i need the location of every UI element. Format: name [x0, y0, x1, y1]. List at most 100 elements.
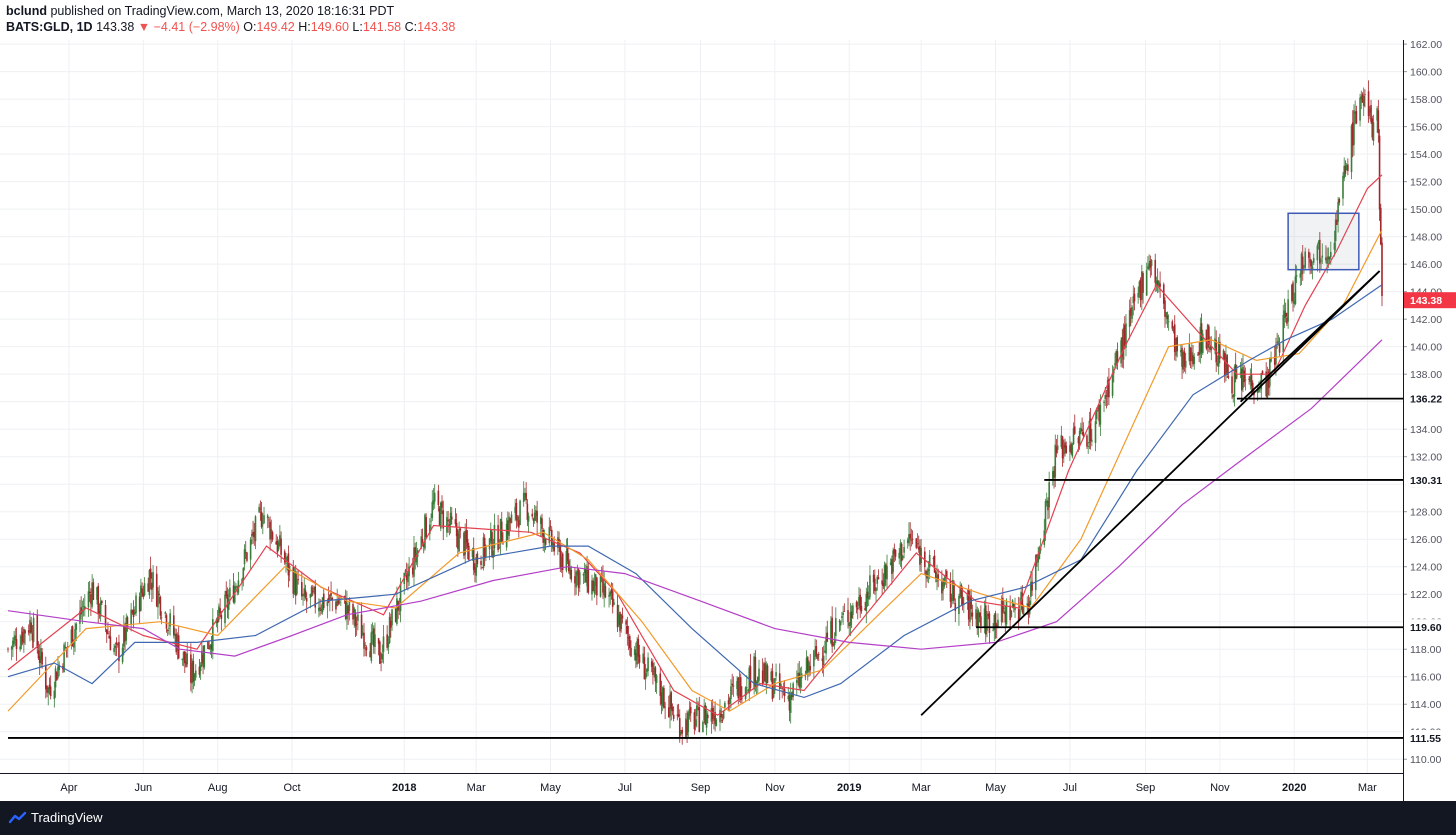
candle-body [910, 539, 913, 541]
candle-body [663, 688, 665, 708]
publish-timestamp: published on TradingView.com, March 13, … [50, 4, 395, 18]
candle-body [1256, 390, 1259, 394]
candle-body [1286, 317, 1288, 324]
candle-body [696, 705, 698, 717]
candle-body [798, 672, 801, 688]
candle-body [984, 605, 987, 635]
candle-body [892, 550, 894, 573]
candle-body [438, 508, 441, 526]
price-chart[interactable]: 110.00112.00114.00116.00118.00120.00122.… [0, 40, 1456, 801]
candle-body [932, 558, 935, 559]
candle-body [1282, 314, 1285, 353]
candle-body [535, 510, 537, 516]
ohlc-legend: BATS:GLD, 1D 143.38 ▼ −4.41 (−2.98%) O:1… [6, 20, 455, 34]
candle-body [493, 524, 496, 549]
y-tick-label: 142.00 [1410, 314, 1442, 326]
author-name[interactable]: bclund [6, 4, 47, 18]
candle-body [1166, 315, 1169, 320]
candle-body [1014, 607, 1016, 611]
candle-body [149, 568, 152, 579]
candle-body [199, 665, 202, 671]
candle-body [53, 690, 56, 699]
tradingview-logo-icon[interactable] [8, 811, 28, 825]
candle-body [576, 571, 579, 576]
candle-body [201, 650, 203, 666]
candle-body [672, 714, 675, 719]
candle-body [360, 614, 363, 639]
candle-body [23, 628, 25, 644]
candle-body [243, 549, 246, 565]
candle-body [881, 580, 883, 585]
candle-body [115, 641, 118, 645]
candle-body [246, 552, 248, 561]
candle-body [608, 595, 610, 597]
candle-body [680, 732, 682, 735]
candle-body [387, 642, 390, 648]
candle-body [1367, 91, 1370, 117]
candle-body [1231, 376, 1233, 394]
last-price-badge-label: 143.38 [1410, 295, 1442, 307]
candle-body [116, 643, 119, 646]
candle-body [347, 606, 349, 614]
candle-body [431, 502, 434, 519]
candle-body [618, 614, 620, 625]
level-badge-label: 136.22 [1410, 394, 1442, 406]
candle-body [57, 666, 59, 678]
candle-body [1198, 351, 1200, 355]
candle-body [804, 675, 807, 677]
candle-body [980, 616, 982, 626]
candle-body [126, 617, 129, 627]
candle-body [815, 646, 818, 657]
candle-body [970, 595, 972, 609]
candle-body [502, 543, 504, 545]
candle-body [859, 594, 861, 610]
level-badge-label: 130.31 [1410, 475, 1442, 487]
x-tick-label: Nov [765, 782, 785, 794]
x-tick-label: Oct [284, 782, 301, 794]
candle-body [480, 560, 482, 565]
candle-body [813, 650, 815, 667]
candle-body [1141, 271, 1143, 300]
candle-body [483, 537, 486, 559]
candle-body [363, 632, 365, 649]
candle-body [37, 650, 40, 659]
candle-body [817, 654, 820, 655]
candle-body [1009, 605, 1011, 621]
y-tick-label: 132.00 [1410, 452, 1442, 464]
candle-body [1199, 326, 1202, 355]
candle-body [1048, 482, 1050, 508]
candle-body [1005, 601, 1008, 625]
candle-body [754, 656, 757, 686]
candle-body [539, 517, 542, 524]
candle-body [833, 639, 836, 646]
candle-body [1097, 408, 1099, 410]
candle-body [603, 583, 605, 596]
candle-body [226, 594, 229, 609]
candle-body [847, 610, 849, 622]
candle-body [637, 638, 640, 657]
candle-body [65, 647, 68, 649]
candle-body [1052, 471, 1054, 480]
candle-body [276, 540, 279, 553]
candle-body [758, 668, 760, 681]
candle-body [30, 622, 32, 633]
candle-body [1214, 338, 1216, 348]
brand-name[interactable]: TradingView [31, 810, 103, 825]
candle-body [422, 543, 425, 547]
candle-body [1258, 388, 1260, 392]
candle-body [1149, 260, 1152, 268]
candle-body [352, 604, 354, 620]
candle-body [320, 609, 323, 612]
candle-body [1343, 165, 1346, 179]
low-label: L: [352, 20, 363, 34]
candle-body [869, 575, 871, 598]
candle-body [616, 604, 619, 628]
candle-body [87, 591, 90, 608]
candle-body [1184, 360, 1187, 368]
candle-body [883, 565, 886, 587]
candle-body [1108, 378, 1110, 398]
candle-body [1334, 219, 1337, 242]
candle-body [689, 706, 692, 714]
candle-body [704, 705, 707, 725]
candle-body [1201, 333, 1204, 354]
